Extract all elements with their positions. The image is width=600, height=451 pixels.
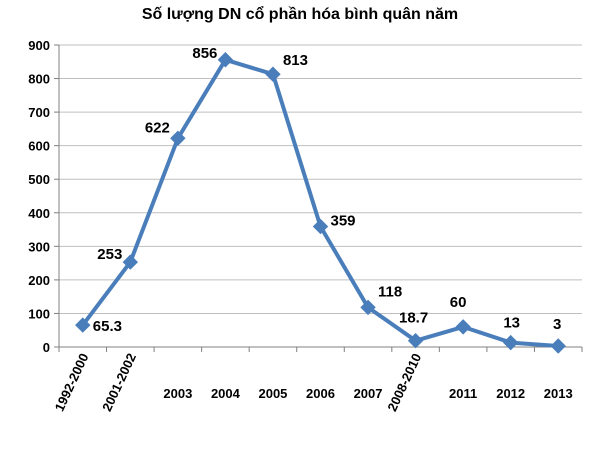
x-tick-label: 2003 (163, 386, 192, 401)
data-label: 856 (192, 45, 217, 62)
data-point (502, 334, 519, 351)
data-point (170, 130, 186, 146)
data-point (550, 338, 566, 354)
data-points (75, 52, 566, 354)
y-tick-label: 400 (28, 206, 50, 221)
y-tick-label: 200 (28, 273, 50, 288)
x-tick-label: 2005 (258, 386, 287, 401)
y-tick-label: 700 (28, 105, 50, 120)
x-tick-label: 2007 (354, 386, 383, 401)
x-tick-label: 2004 (211, 386, 241, 401)
data-point (312, 218, 329, 235)
y-tick-label: 500 (28, 172, 50, 187)
data-label: 13 (503, 315, 520, 332)
data-label: 65.3 (93, 318, 122, 335)
data-label: 813 (283, 52, 308, 69)
gridlines (59, 44, 582, 314)
data-point (217, 52, 234, 68)
data-point (455, 319, 471, 335)
x-tick-label: 2011 (449, 386, 477, 401)
y-tick-label: 0 (43, 340, 50, 355)
y-tick-label: 600 (28, 139, 50, 154)
y-tick-label: 100 (28, 306, 50, 321)
x-tick-label: 2008-2010 (384, 351, 424, 414)
data-point (75, 317, 91, 333)
x-tick-label: 1992-2000 (52, 351, 92, 414)
data-point (360, 299, 376, 316)
series-line-path (81, 57, 559, 348)
data-label: 18.7 (399, 310, 428, 327)
x-tick-label: 2006 (306, 386, 335, 401)
series-line (81, 57, 559, 348)
x-tick-label: 2013 (544, 386, 573, 401)
x-tick-label: 2012 (496, 386, 525, 401)
data-label: 3 (553, 316, 561, 333)
y-tick-label: 300 (28, 239, 50, 254)
data-label: 60 (450, 294, 467, 311)
y-axis-ticks: 0 100 200 300 400 500 600 700 800 900 (28, 38, 59, 355)
data-label: 118 (378, 283, 402, 300)
data-point (122, 254, 139, 270)
data-labels: 65.3 253 622 856 813 359 118 18.7 60 13 3 (93, 45, 562, 335)
data-label: 253 (97, 246, 122, 263)
axes (58, 45, 582, 348)
y-tick-label: 800 (28, 72, 50, 87)
data-point (407, 333, 424, 349)
data-point (265, 66, 281, 82)
data-label: 622 (145, 119, 170, 136)
x-axis-ticks: 1992-2000 2001-2002 2003 2004 2005 2006 2007 20… (52, 347, 583, 414)
data-label: 359 (331, 213, 356, 230)
x-tick-label: 2001-2002 (99, 351, 139, 414)
y-tick-label: 900 (28, 38, 50, 53)
chart-title: Số lượng DN cổ phần hóa bình quân năm (141, 6, 459, 23)
